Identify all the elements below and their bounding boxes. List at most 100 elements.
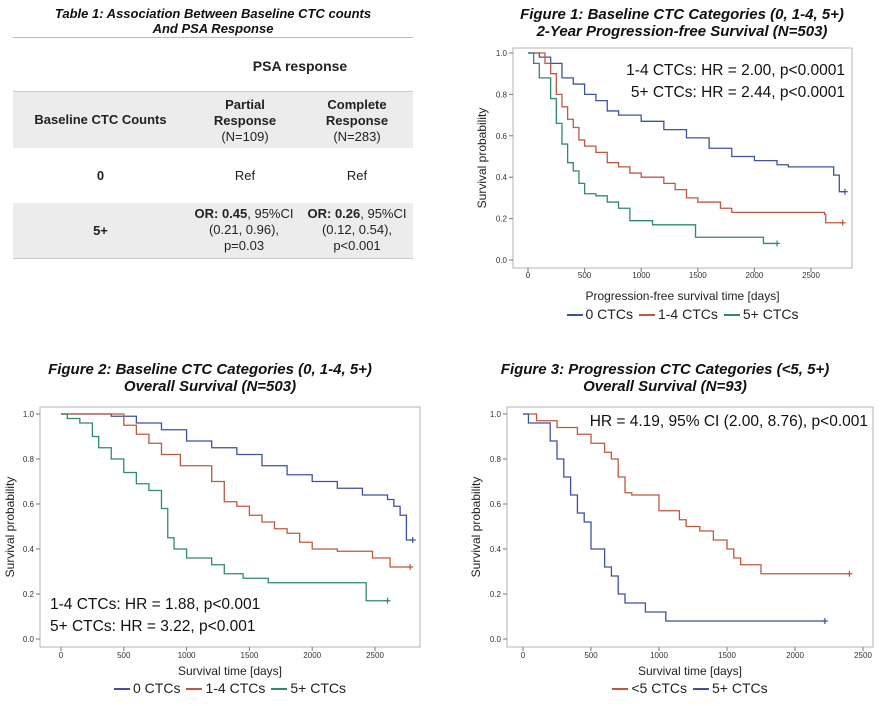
censor-mark — [407, 564, 414, 570]
y-tick-label: 1.0 — [490, 410, 502, 419]
censor-mark — [774, 240, 781, 247]
plot-frame — [506, 406, 874, 648]
chart-title-line: 2-Year Progression-free Survival (N=503) — [536, 23, 828, 40]
legend-label: 5+ CTCs — [712, 680, 768, 696]
survival-curve-2 — [528, 52, 843, 224]
chart-legend: <5 CTCs 5+ CTCs — [490, 680, 881, 696]
x-tick-label: 0 — [526, 271, 531, 280]
legend-label: <5 CTCs — [631, 680, 687, 696]
chart-title: Figure 1: Baseline CTC Categories (0, 1-… — [462, 6, 881, 40]
chart-title-line: Overall Survival (N=503) — [123, 378, 297, 395]
legend-swatch — [612, 688, 629, 691]
header-band — [13, 91, 413, 148]
legend-label: 5+ CTCs — [742, 306, 799, 322]
legend-swatch — [114, 688, 130, 691]
hazard-ratio-annotation: 1-4 CTCs: HR = 2.00, p<0.0001 5+ CTCs: HR… — [626, 60, 845, 104]
y-tick-label: 0.8 — [496, 90, 508, 99]
y-tick-label: 0.0 — [490, 635, 502, 644]
row0-complete: Ref — [346, 168, 368, 183]
y-axis-label: Survival probability — [475, 107, 489, 209]
x-tick-label: 2000 — [303, 651, 321, 660]
survival-curve-1 — [523, 413, 850, 575]
survival-curve-3 — [528, 52, 778, 245]
col3-header-line2: Response — [325, 113, 389, 128]
x-tick-label: 2500 — [366, 651, 384, 660]
col3-header-n: (N=283) — [333, 129, 381, 144]
legend-swatch — [186, 688, 203, 691]
y-axis-label: Survival probability — [3, 476, 17, 578]
survival-curve-2 — [61, 413, 411, 568]
legend-item: 5+ CTCs — [693, 680, 768, 696]
legend-swatch — [693, 688, 709, 691]
survival-curve-2 — [523, 413, 825, 622]
annotation-line: 5+ CTCs: HR = 2.44, p<0.0001 — [630, 84, 845, 101]
table-rule-top — [13, 37, 413, 38]
y-tick-label: 0.4 — [490, 545, 502, 554]
legend-item: 5+ CTCs — [723, 306, 799, 322]
censor-mark — [846, 570, 853, 577]
annotation-line: 5+ CTCs: HR = 3.22, p<0.001 — [50, 618, 256, 635]
ci-range: (0.21, 0.96), — [208, 222, 280, 237]
col2-header-line1: Partial — [225, 97, 265, 112]
legend-label: 5+ CTCs — [290, 680, 346, 696]
y-tick-label: 0.2 — [23, 590, 35, 599]
y-tick-label: 0.2 — [496, 215, 508, 224]
legend-item: 5+ CTCs — [271, 680, 346, 696]
y-tick-label: 0.0 — [496, 256, 508, 265]
y-tick-label: 0.0 — [23, 635, 35, 644]
legend-swatch — [638, 314, 655, 317]
legend-label: 1-4 CTCs — [657, 306, 718, 322]
x-tick-label: 2000 — [746, 271, 764, 280]
x-tick-label: 1500 — [718, 651, 736, 660]
x-tick-label: 2500 — [802, 271, 820, 280]
col3-header: Complete Response (N=283) — [302, 97, 412, 145]
legend-swatch — [566, 314, 583, 317]
plot-frame — [39, 406, 421, 648]
x-tick-label: 1000 — [632, 271, 650, 280]
col1-header: Baseline CTC Counts — [34, 112, 167, 127]
x-tick-label: 1500 — [689, 271, 707, 280]
x-tick-label: 1500 — [241, 651, 259, 660]
row1-band — [13, 203, 413, 259]
y-tick-label: 0.6 — [496, 132, 508, 141]
chart-title-line: Figure 1: Baseline CTC Categories (0, 1-… — [520, 6, 844, 23]
chart-2: 0.0 0.2 0.4 0.6 0.8 1.0 0 500 1000 1500 2000 2500 — [23, 406, 421, 660]
legend-swatch — [723, 314, 740, 317]
chart-title: Figure 3: Progression CTC Categories (<5… — [445, 361, 881, 395]
ci-label: , 95%CI — [360, 206, 407, 221]
or-value: OR: 0.45 — [194, 206, 248, 221]
y-tick-label: 0.6 — [23, 500, 35, 509]
ci-range: (0.12, 0.54), — [321, 222, 393, 237]
x-tick-label: 1000 — [650, 651, 668, 660]
row0-partial: Ref — [234, 168, 256, 183]
censor-mark — [409, 537, 416, 543]
legend-swatch — [271, 688, 288, 691]
chart-title-line: Figure 2: Baseline CTC Categories (0, 1-… — [48, 361, 372, 378]
x-tick-label: 500 — [578, 271, 592, 280]
y-tick-label: 1.0 — [496, 49, 508, 58]
legend-item: <5 CTCs — [612, 680, 687, 696]
x-axis-label: Progression-free survival time [days] — [585, 289, 780, 303]
col2-header: Partial Response (N=109) — [190, 97, 300, 145]
x-axis-label: Survival time [days] — [177, 664, 283, 678]
y-tick-label: 0.6 — [490, 500, 502, 509]
censor-mark — [821, 618, 828, 624]
censor-mark — [841, 188, 848, 195]
annotation-line: 1-4 CTCs: HR = 1.88, p<0.001 — [50, 596, 261, 613]
annotation-line: HR = 4.19, 95% CI (2.00, 8.76), p<0.001 — [589, 413, 868, 430]
survival-curve-1 — [61, 413, 413, 541]
survival-curve-3 — [61, 413, 388, 602]
y-tick-label: 0.2 — [490, 590, 502, 599]
row1-complete: OR: 0.26, 95%CI (0.12, 0.54), p<0.001 — [301, 206, 413, 254]
col3-header-line1: Complete — [327, 97, 387, 112]
hazard-ratio-annotation: HR = 4.19, 95% CI (2.00, 8.76), p<0.001 — [590, 411, 868, 433]
legend-label: 0 CTCs — [585, 306, 633, 322]
chart-title-line: Overall Survival (N=93) — [583, 378, 747, 395]
y-tick-label: 0.4 — [496, 173, 508, 182]
censor-mark — [384, 597, 391, 604]
row1-label: 5+ — [93, 223, 108, 238]
x-tick-label: 2500 — [854, 651, 872, 660]
x-tick-label: 0 — [521, 651, 526, 660]
